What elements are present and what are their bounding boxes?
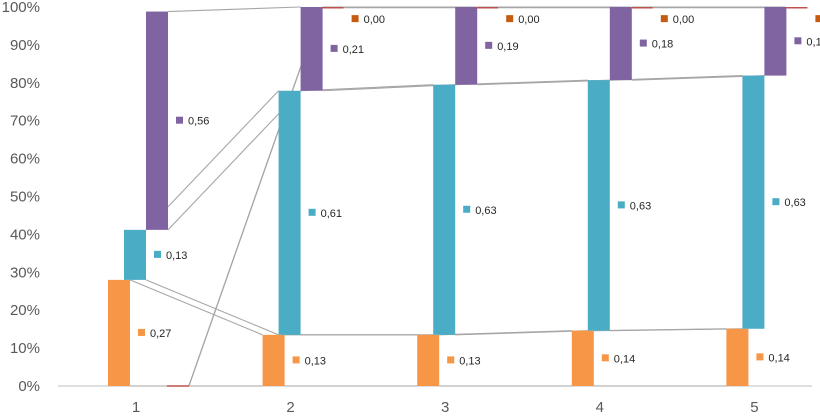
label-marker: [794, 37, 802, 45]
bar: [785, 7, 808, 9]
label-marker: [292, 356, 300, 364]
bar: [417, 334, 440, 386]
connector-line: [188, 6, 323, 386]
label-marker: [463, 205, 471, 213]
data-label: 0,14: [768, 352, 789, 364]
connector-line: [322, 84, 456, 92]
bar: [433, 84, 456, 335]
data-label: 0,56: [188, 116, 209, 128]
bar: [571, 330, 594, 386]
y-tick-label: 10%: [10, 340, 40, 357]
label-marker: [176, 116, 183, 124]
x-tick-label: 4: [596, 399, 604, 416]
connector-lines: [129, 6, 786, 387]
label-marker: [506, 15, 514, 23]
data-label: 0,00: [518, 14, 539, 26]
connector-line: [167, 6, 301, 13]
data-label: 0,21: [343, 44, 364, 56]
data-label: 0,63: [784, 197, 805, 209]
bar: [609, 7, 632, 81]
label-marker: [154, 250, 161, 258]
x-tick-label: 3: [441, 399, 449, 416]
connector-line: [631, 75, 765, 81]
connector-line: [145, 279, 279, 336]
data-label: 0,00: [364, 14, 385, 26]
bar: [300, 7, 323, 91]
data-label: 0,63: [475, 205, 496, 217]
y-tick-label: 100%: [2, 0, 40, 16]
bar: [146, 11, 168, 230]
label-marker: [772, 198, 780, 206]
y-tick-label: 30%: [10, 264, 40, 281]
x-tick-label: 1: [132, 399, 140, 416]
bar: [455, 7, 478, 85]
y-tick-label: 70%: [10, 113, 40, 130]
x-tick-label: 2: [286, 399, 294, 416]
bar: [476, 7, 499, 9]
label-marker: [756, 353, 764, 361]
connector-line: [145, 90, 279, 231]
label-marker: [447, 356, 455, 364]
connector-line: [300, 84, 434, 92]
connector-line: [455, 330, 588, 336]
bar: [167, 385, 189, 387]
connector-line: [609, 75, 743, 81]
label-marker: [308, 208, 316, 216]
bar: [764, 7, 787, 76]
data-label: 0,17: [806, 36, 820, 48]
connector-line: [455, 79, 588, 86]
data-label: 0,14: [614, 353, 635, 365]
label-marker: [639, 39, 647, 47]
bar: [587, 80, 610, 331]
label-marker: [617, 201, 625, 209]
y-tick-label: 80%: [10, 75, 40, 92]
label-marker: [138, 328, 145, 336]
label-marker: [815, 15, 820, 23]
x-tick-label: 5: [750, 399, 758, 416]
chart-bars: [108, 7, 808, 387]
data-label: 0,00: [673, 14, 694, 26]
bar: [124, 229, 146, 280]
data-label: 0,27: [150, 328, 171, 340]
label-marker: [485, 41, 493, 49]
data-label: 0,61: [321, 208, 342, 220]
bar: [278, 90, 301, 335]
bar: [726, 328, 749, 386]
connector-line: [167, 90, 301, 231]
connector-line: [609, 328, 743, 332]
data-label: 0,13: [459, 355, 480, 367]
y-tick-label: 60%: [10, 151, 40, 168]
y-tick-label: 90%: [10, 37, 40, 54]
connector-line: [477, 79, 610, 86]
label-marker: [601, 354, 609, 362]
data-labels: 0,27 0,13 0,13 0,14 0,14 0,13 0,61 0,63 0,63 0,63…: [138, 14, 820, 367]
y-tick-label: 20%: [10, 302, 40, 319]
label-marker: [660, 15, 668, 23]
label-marker: [351, 15, 359, 23]
bar: [262, 334, 285, 386]
bar: [321, 7, 344, 9]
data-label: 0,63: [630, 200, 651, 212]
data-label: 0,13: [166, 250, 187, 262]
bar: [742, 75, 765, 329]
y-tick-label: 50%: [10, 189, 40, 206]
y-tick-label: 40%: [10, 226, 40, 243]
data-label: 0,18: [652, 39, 673, 51]
data-label: 0,13: [305, 355, 326, 367]
data-label: 0,19: [497, 41, 518, 53]
label-marker: [330, 44, 338, 52]
bar: [108, 279, 130, 386]
y-tick-label: 0%: [18, 378, 40, 395]
connector-line: [129, 279, 263, 336]
bar: [630, 7, 653, 9]
